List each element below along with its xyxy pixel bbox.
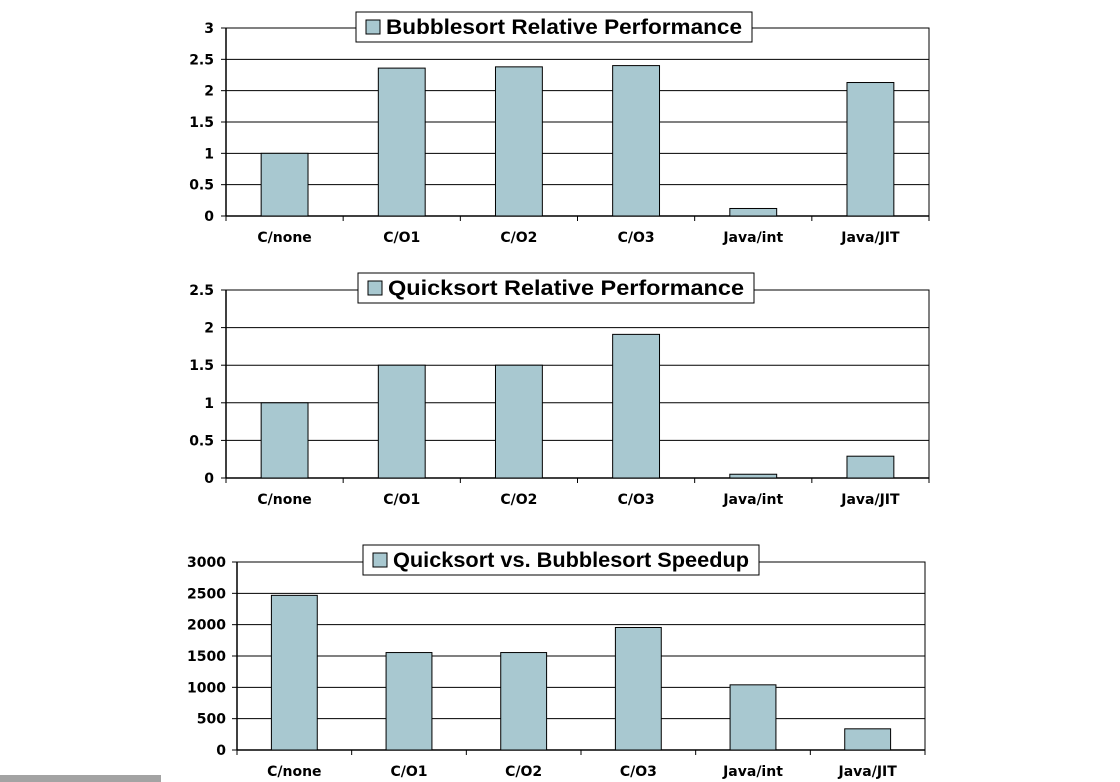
y-tick-label: 1.5 — [189, 115, 214, 131]
plot-frame — [225, 289, 930, 479]
y-tick-label: 0.5 — [189, 433, 214, 449]
x-tick-label: C/O2 — [500, 230, 537, 246]
bar — [260, 152, 309, 217]
legend-box — [357, 272, 755, 304]
footer-strip — [0, 775, 161, 782]
bar — [846, 82, 895, 217]
x-tick-label: Java/int — [722, 492, 783, 508]
legend-swatch — [372, 552, 388, 568]
x-tick-label: C/none — [257, 230, 311, 246]
bar — [270, 594, 318, 751]
chart-1: 0 0.5 1 1.5 2 2.5 3 C/none C/O1 C/O2 C/O3 Java/int J… — [189, 11, 930, 246]
x-tick-label: C/O2 — [500, 492, 537, 508]
y-tick-label: 1.5 — [189, 358, 214, 374]
y-tick-label: 0 — [204, 209, 214, 225]
bar — [612, 65, 661, 217]
legend-box — [355, 11, 753, 43]
x-tick-label: C/O1 — [390, 764, 427, 780]
bar — [614, 626, 662, 751]
bar — [377, 364, 426, 479]
x-tick-label: Java/JIT — [838, 764, 898, 780]
bar — [260, 402, 309, 479]
y-tick-label: 1000 — [187, 680, 226, 696]
y-tick-label: 2 — [204, 321, 214, 337]
x-tick-label: Java/int — [722, 230, 783, 246]
y-tick-label: 2000 — [187, 618, 226, 634]
bar — [500, 652, 548, 751]
x-tick-label: C/none — [257, 492, 311, 508]
bar — [844, 728, 892, 751]
x-tick-label: C/O3 — [618, 230, 655, 246]
y-tick-label: 2 — [204, 84, 214, 100]
y-tick-label: 3000 — [187, 555, 226, 571]
legend-swatch — [367, 280, 383, 296]
chart-title-legend: Quicksort Relative Performance — [357, 272, 755, 304]
bar — [494, 66, 543, 217]
y-tick-label: 3 — [204, 21, 214, 37]
x-tick-label: Java/JIT — [840, 492, 900, 508]
y-tick-label: 1 — [204, 396, 214, 412]
chart-title: Bubblesort Relative Performance — [386, 16, 742, 39]
y-tick-label: 500 — [197, 712, 226, 728]
x-tick-label: C/O3 — [618, 492, 655, 508]
x-tick-label: Java/int — [722, 764, 783, 780]
bar — [385, 652, 433, 751]
y-tick-label: 2500 — [187, 586, 226, 602]
chart-title: Quicksort Relative Performance — [388, 277, 744, 300]
chart-title: Quicksort vs. Bubblesort Speedup — [393, 549, 749, 572]
y-tick-label: 2.5 — [189, 283, 214, 299]
x-tick-label: Java/JIT — [840, 230, 900, 246]
x-tick-label: C/O1 — [383, 230, 420, 246]
chart-title-legend: Quicksort vs. Bubblesort Speedup — [362, 544, 760, 576]
bar — [729, 684, 777, 751]
bar — [377, 67, 426, 217]
bar — [494, 364, 543, 479]
bar — [729, 473, 778, 479]
y-tick-label: 1 — [204, 146, 214, 162]
y-tick-label: 0 — [204, 471, 214, 487]
chart-2: 0 0.5 1 1.5 2 2.5 C/none C/O1 C/O2 C/O3 Java/int Ja… — [189, 272, 930, 508]
chart-3: 0 500 1000 1500 2000 2500 3000 C/none C/O1 C/O2 C/… — [187, 544, 926, 780]
bar — [729, 207, 778, 217]
x-tick-label: C/none — [267, 764, 321, 780]
x-tick-label: C/O2 — [505, 764, 542, 780]
y-tick-label: 1500 — [187, 649, 226, 665]
legend-swatch — [365, 19, 381, 35]
x-tick-label: C/O3 — [620, 764, 657, 780]
bar — [612, 333, 661, 479]
legend-box — [362, 544, 760, 576]
bar — [846, 455, 895, 479]
y-tick-label: 0 — [216, 743, 226, 759]
y-tick-label: 2.5 — [189, 52, 214, 68]
y-tick-label: 0.5 — [189, 178, 214, 194]
x-tick-label: C/O1 — [383, 492, 420, 508]
chart-title-legend: Bubblesort Relative Performance — [355, 11, 753, 43]
